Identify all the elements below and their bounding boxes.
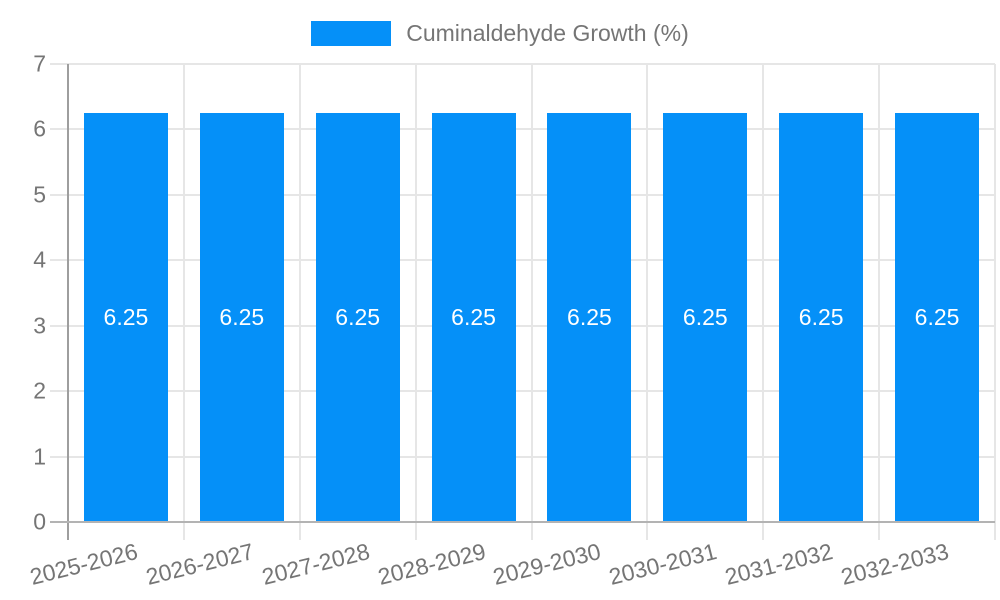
- plot-area: 6.25 6.25 6.25 6.25 6.25 6.25 6.25 6.25: [68, 64, 995, 522]
- bar-value-label: 6.25: [103, 304, 149, 331]
- horizontal-gridline: [50, 455, 995, 458]
- y-axis-line: [67, 64, 69, 540]
- y-axis-label: 7: [33, 50, 46, 77]
- bar-value-label: 6.25: [914, 304, 960, 331]
- legend: Cuminaldehyde Growth (%): [0, 18, 1000, 48]
- vertical-gridline: [530, 64, 533, 540]
- bar[interactable]: 6.25: [663, 113, 748, 522]
- bar-value-label: 6.25: [798, 304, 844, 331]
- y-axis-label: 1: [33, 443, 46, 470]
- y-axis-label: 2: [33, 377, 46, 404]
- horizontal-gridline: [50, 324, 995, 327]
- horizontal-gridline: [50, 259, 995, 262]
- x-axis-label: 2025-2026: [27, 538, 141, 590]
- vertical-gridline: [762, 64, 765, 540]
- vertical-gridline: [298, 64, 301, 540]
- bar-value-label: 6.25: [335, 304, 381, 331]
- x-axis-label: 2032-2033: [838, 538, 952, 590]
- y-axis-label: 6: [33, 115, 46, 142]
- y-axis-label: 4: [33, 246, 46, 273]
- vertical-gridlines: [68, 64, 996, 540]
- bar-value-label: 6.25: [219, 304, 265, 331]
- x-axis-label: 2027-2028: [258, 538, 372, 590]
- x-axis-label: 2029-2030: [490, 538, 604, 590]
- vertical-gridline: [182, 64, 185, 540]
- y-axis-label: 3: [33, 312, 46, 339]
- x-axis-label: 2031-2032: [722, 538, 836, 590]
- y-axis-label: 5: [33, 181, 46, 208]
- x-axis-baseline: [50, 521, 995, 523]
- vertical-gridline: [414, 64, 417, 540]
- bar[interactable]: 6.25: [895, 113, 980, 522]
- y-axis-label: 0: [33, 508, 46, 535]
- bar[interactable]: 6.25: [779, 113, 864, 522]
- vertical-gridline: [994, 64, 996, 540]
- legend-swatch-icon[interactable]: [311, 20, 392, 46]
- vertical-gridline: [646, 64, 649, 540]
- bar[interactable]: 6.25: [315, 113, 400, 522]
- legend-label[interactable]: Cuminaldehyde Growth (%): [406, 19, 689, 46]
- x-axis: 2025-2026 2026-2027 2027-2028 2028-2029 2029…: [27, 532, 995, 592]
- horizontal-gridline: [50, 193, 995, 196]
- horizontal-gridlines: [50, 63, 995, 522]
- bar[interactable]: 6.25: [547, 113, 632, 522]
- bar[interactable]: 6.25: [83, 113, 168, 522]
- horizontal-gridline: [50, 128, 995, 131]
- vertical-gridline: [878, 64, 881, 540]
- x-axis-label: 2028-2029: [374, 538, 488, 590]
- bar[interactable]: 6.25: [199, 113, 284, 522]
- y-axis: 0 1 2 3 4 5 6 7: [0, 52, 50, 533]
- x-axis-label: 2026-2027: [143, 538, 257, 590]
- bar-value-label: 6.25: [682, 304, 728, 331]
- x-axis-label: 2030-2031: [606, 538, 720, 590]
- bar-value-label: 6.25: [451, 304, 496, 331]
- horizontal-gridline: [50, 390, 995, 393]
- horizontal-gridline: [50, 63, 995, 65]
- bar[interactable]: 6.25: [431, 113, 516, 522]
- bar-value-label: 6.25: [567, 304, 612, 331]
